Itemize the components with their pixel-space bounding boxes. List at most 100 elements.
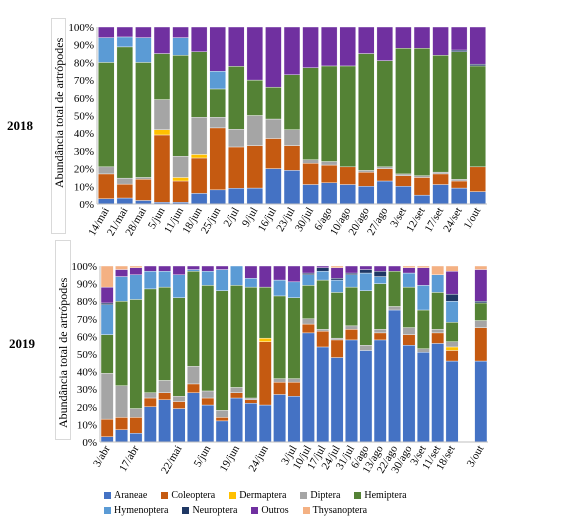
bar-segment-2018-araneae-2 — [135, 200, 152, 205]
bar-segment-2019-diptera-26 — [474, 320, 488, 328]
bar-segment-2019-hymenoptera-18 — [359, 272, 373, 291]
legend-swatch — [229, 492, 237, 499]
bar-segment-2018-dermaptera-5 — [190, 154, 208, 159]
bar-segment-2018-araneae-9 — [265, 168, 282, 205]
bar-segment-2018-hemiptera-15 — [376, 60, 394, 168]
bar-segment-2019-hemiptera-22 — [416, 309, 430, 349]
bar-segment-2018-diptera-0 — [98, 166, 115, 175]
bar-segment-2019-hymenoptera-4 — [158, 271, 172, 288]
bar-segment-2019-thysanoptera-22 — [416, 265, 430, 268]
bar-segment-2018-araneae-19 — [450, 187, 468, 205]
xtick-label-2019-11: 24/jun — [246, 443, 271, 474]
legend-label: Thysanoptera — [312, 505, 368, 516]
ytick-label-2019-5: 50% — [77, 349, 97, 361]
bar-segment-2019-hymenoptera-16 — [330, 279, 344, 293]
bar-segment-2019-araneae-7 — [201, 404, 215, 443]
bar-segment-2019-diptera-21 — [402, 327, 416, 335]
bar-segment-2019-araneae-20 — [388, 309, 401, 443]
legend-swatch — [354, 492, 362, 499]
bar-segment-2019-outros-7 — [201, 265, 215, 272]
legend-item: Hemiptera — [354, 490, 407, 501]
bar-segment-2018-outros-2 — [135, 26, 152, 38]
bar-segment-2018-araneae-1 — [116, 197, 134, 205]
bar-segment-2019-diptera-15 — [316, 329, 330, 332]
ytick-label-2018-6: 60% — [74, 93, 94, 105]
bar-segment-2019-hemiptera-17 — [345, 286, 358, 327]
bar-segment-2019-diptera-24 — [445, 341, 459, 348]
bar-segment-2019-neuroptera-26 — [474, 301, 488, 304]
bar-segment-2018-hemiptera-20 — [469, 65, 486, 168]
bar-segment-2019-thysanoptera-16 — [330, 265, 344, 268]
bar-segment-2019-hymenoptera-14 — [301, 274, 315, 286]
legend-item: Hymenoptera — [104, 505, 168, 516]
bar-segment-2018-hemiptera-6 — [209, 88, 226, 118]
bar-segment-2019-neuroptera-14 — [301, 272, 315, 276]
bar-segment-2019-hemiptera-7 — [201, 285, 215, 392]
bar-segment-2018-hemiptera-4 — [172, 55, 189, 157]
bar-segment-2019-araneae-26 — [474, 360, 488, 443]
bar-segment-2019-hemiptera-15 — [316, 279, 330, 330]
bar-segment-2019-diptera-17 — [345, 325, 358, 330]
bar-segment-2019-hemiptera-2 — [129, 299, 143, 409]
bar-segment-2019-neuroptera-18 — [359, 269, 373, 274]
bar-segment-2019-outros-22 — [416, 267, 430, 286]
bar-segment-2019-hemiptera-5 — [172, 297, 186, 397]
bar-segment-2019-hemiptera-23 — [431, 292, 445, 330]
bar-segment-2018-diptera-14 — [358, 170, 375, 173]
bar-segment-2018-neuroptera-20 — [469, 63, 486, 67]
bar-segment-2019-hemiptera-13 — [287, 297, 301, 379]
bar-segment-2018-outros-1 — [116, 26, 134, 38]
bar-segment-2019-hemiptera-0 — [100, 334, 114, 374]
bar-segment-2019-hymenoptera-13 — [287, 281, 301, 298]
bar-segment-2019-araneae-22 — [416, 352, 430, 443]
bar-segment-2019-outros-19 — [373, 265, 387, 272]
bar-segment-2018-outros-6 — [209, 26, 226, 72]
bar-segment-2019-thysanoptera-2 — [129, 265, 143, 268]
legend-item: Dermaptera — [229, 490, 286, 501]
bar-segment-2019-hymenoptera-22 — [416, 285, 430, 311]
bar-segment-2019-araneae-18 — [359, 350, 373, 443]
bar-segment-2018-outros-17 — [413, 26, 431, 49]
ytick-label-2018-5: 50% — [74, 111, 94, 123]
bar-segment-2019-araneae-1 — [115, 429, 128, 443]
bar-segment-2018-outros-3 — [153, 26, 171, 54]
bar-segment-2019-hemiptera-19 — [373, 283, 387, 330]
bar-segment-2019-neuroptera-19 — [373, 271, 387, 277]
ytick-label-2019-9: 90% — [77, 279, 97, 291]
bar-segment-2018-outros-11 — [302, 26, 319, 68]
ytick-label-2018-9: 90% — [74, 40, 94, 52]
xtick-label-2019-9: 19/jun — [218, 443, 243, 474]
bar-segment-2018-diptera-11 — [302, 159, 319, 164]
bar-segment-2018-hymenoptera-6 — [209, 71, 226, 90]
bar-segment-2018-araneae-0 — [98, 198, 115, 205]
bar-segment-2019-coleoptera-8 — [215, 417, 229, 422]
bar-segment-2019-hymenoptera-7 — [201, 271, 215, 286]
bar-segment-2018-coleoptera-11 — [302, 163, 319, 185]
bar-segment-2019-diptera-4 — [158, 380, 172, 393]
bar-segment-2019-diptera-14 — [301, 318, 315, 325]
bar-segment-2018-outros-14 — [358, 26, 375, 54]
bar-segment-2019-outros-2 — [129, 267, 143, 276]
bar-segment-2018-coleoptera-0 — [98, 173, 115, 199]
legend-row: Araneae Coleoptera Dermaptera Diptera Hemipt… — [104, 488, 504, 503]
bar-segment-2019-araneae-19 — [373, 339, 387, 443]
bar-segment-2018-araneae-12 — [320, 182, 338, 205]
bar-segment-2018-diptera-19 — [450, 179, 468, 182]
bar-segment-2018-diptera-12 — [320, 161, 338, 166]
legend-item: Diptera — [300, 490, 340, 501]
bar-segment-2019-hemiptera-10 — [244, 286, 258, 399]
ytick-label-2018-10: 100% — [68, 22, 94, 34]
bar-segment-2018-hemiptera-7 — [228, 66, 245, 130]
bar-segment-2018-diptera-15 — [376, 166, 394, 169]
bar-segment-2019-hemiptera-9 — [230, 285, 243, 388]
bar-segment-2019-diptera-19 — [373, 329, 387, 334]
bar-segment-2019-hymenoptera-3 — [143, 271, 157, 290]
bar-segment-2019-outros-5 — [172, 265, 186, 276]
bar-segment-2019-thysanoptera-26 — [474, 265, 488, 270]
xtick-label-2019-26: 3/out — [465, 444, 487, 470]
bar-segment-2019-araneae-16 — [330, 357, 344, 443]
bar-segment-2019-coleoptera-24 — [445, 350, 459, 362]
ytick-label-2019-6: 60% — [77, 331, 97, 343]
bar-segment-2019-hymenoptera-2 — [129, 274, 143, 300]
bar-segment-2018-dermaptera-4 — [172, 177, 189, 182]
